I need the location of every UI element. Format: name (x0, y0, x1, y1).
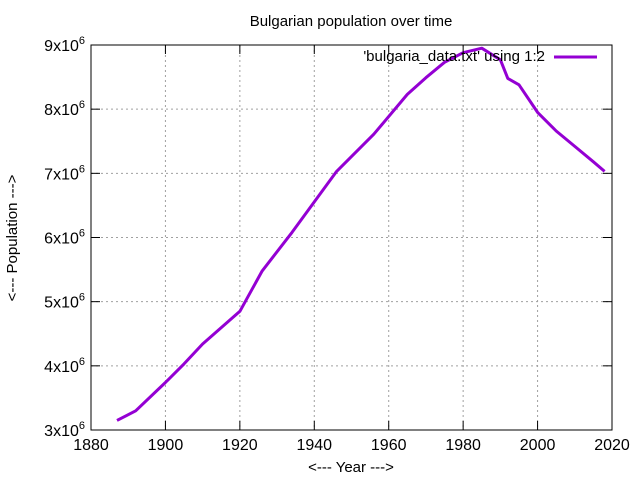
x-tick-label: 2020 (594, 437, 630, 454)
x-tick-label: 1900 (148, 437, 184, 454)
y-tick-label: 7x106 (44, 163, 85, 183)
x-tick-label: 1880 (73, 437, 109, 454)
y-tick-label: 6x106 (44, 228, 85, 248)
x-tick-label: 1920 (222, 437, 258, 454)
series-line (116, 46, 606, 422)
grid-lines (91, 45, 612, 430)
y-tick-label: 4x106 (44, 356, 85, 376)
y-tick-label: 5x106 (44, 292, 85, 312)
y-tick-label: 8x106 (44, 99, 85, 119)
x-tick-label: 2000 (520, 437, 556, 454)
chart-title: Bulgarian population over time (250, 13, 453, 30)
series-group (116, 46, 606, 422)
legend: 'bulgaria_data.txt' using 1:2 (363, 48, 597, 65)
x-tick-label: 1940 (296, 437, 332, 454)
y-tick-label: 3x106 (44, 420, 85, 440)
y-tick-label: 9x106 (44, 35, 85, 55)
x-axis-ticks: 1880 1900 1920 1940 1960 1980 2000 2020 (73, 45, 630, 454)
x-tick-label: 1960 (371, 437, 407, 454)
x-tick-label: 1980 (445, 437, 481, 454)
x-axis-label: <--- Year ---> (308, 459, 394, 476)
y-axis-ticks: 3x106 4x106 5x106 6x106 7x106 8x106 9x106 (44, 35, 612, 440)
legend-label: 'bulgaria_data.txt' using 1:2 (363, 48, 545, 65)
y-axis-label: <--- Population ---> (4, 174, 21, 301)
